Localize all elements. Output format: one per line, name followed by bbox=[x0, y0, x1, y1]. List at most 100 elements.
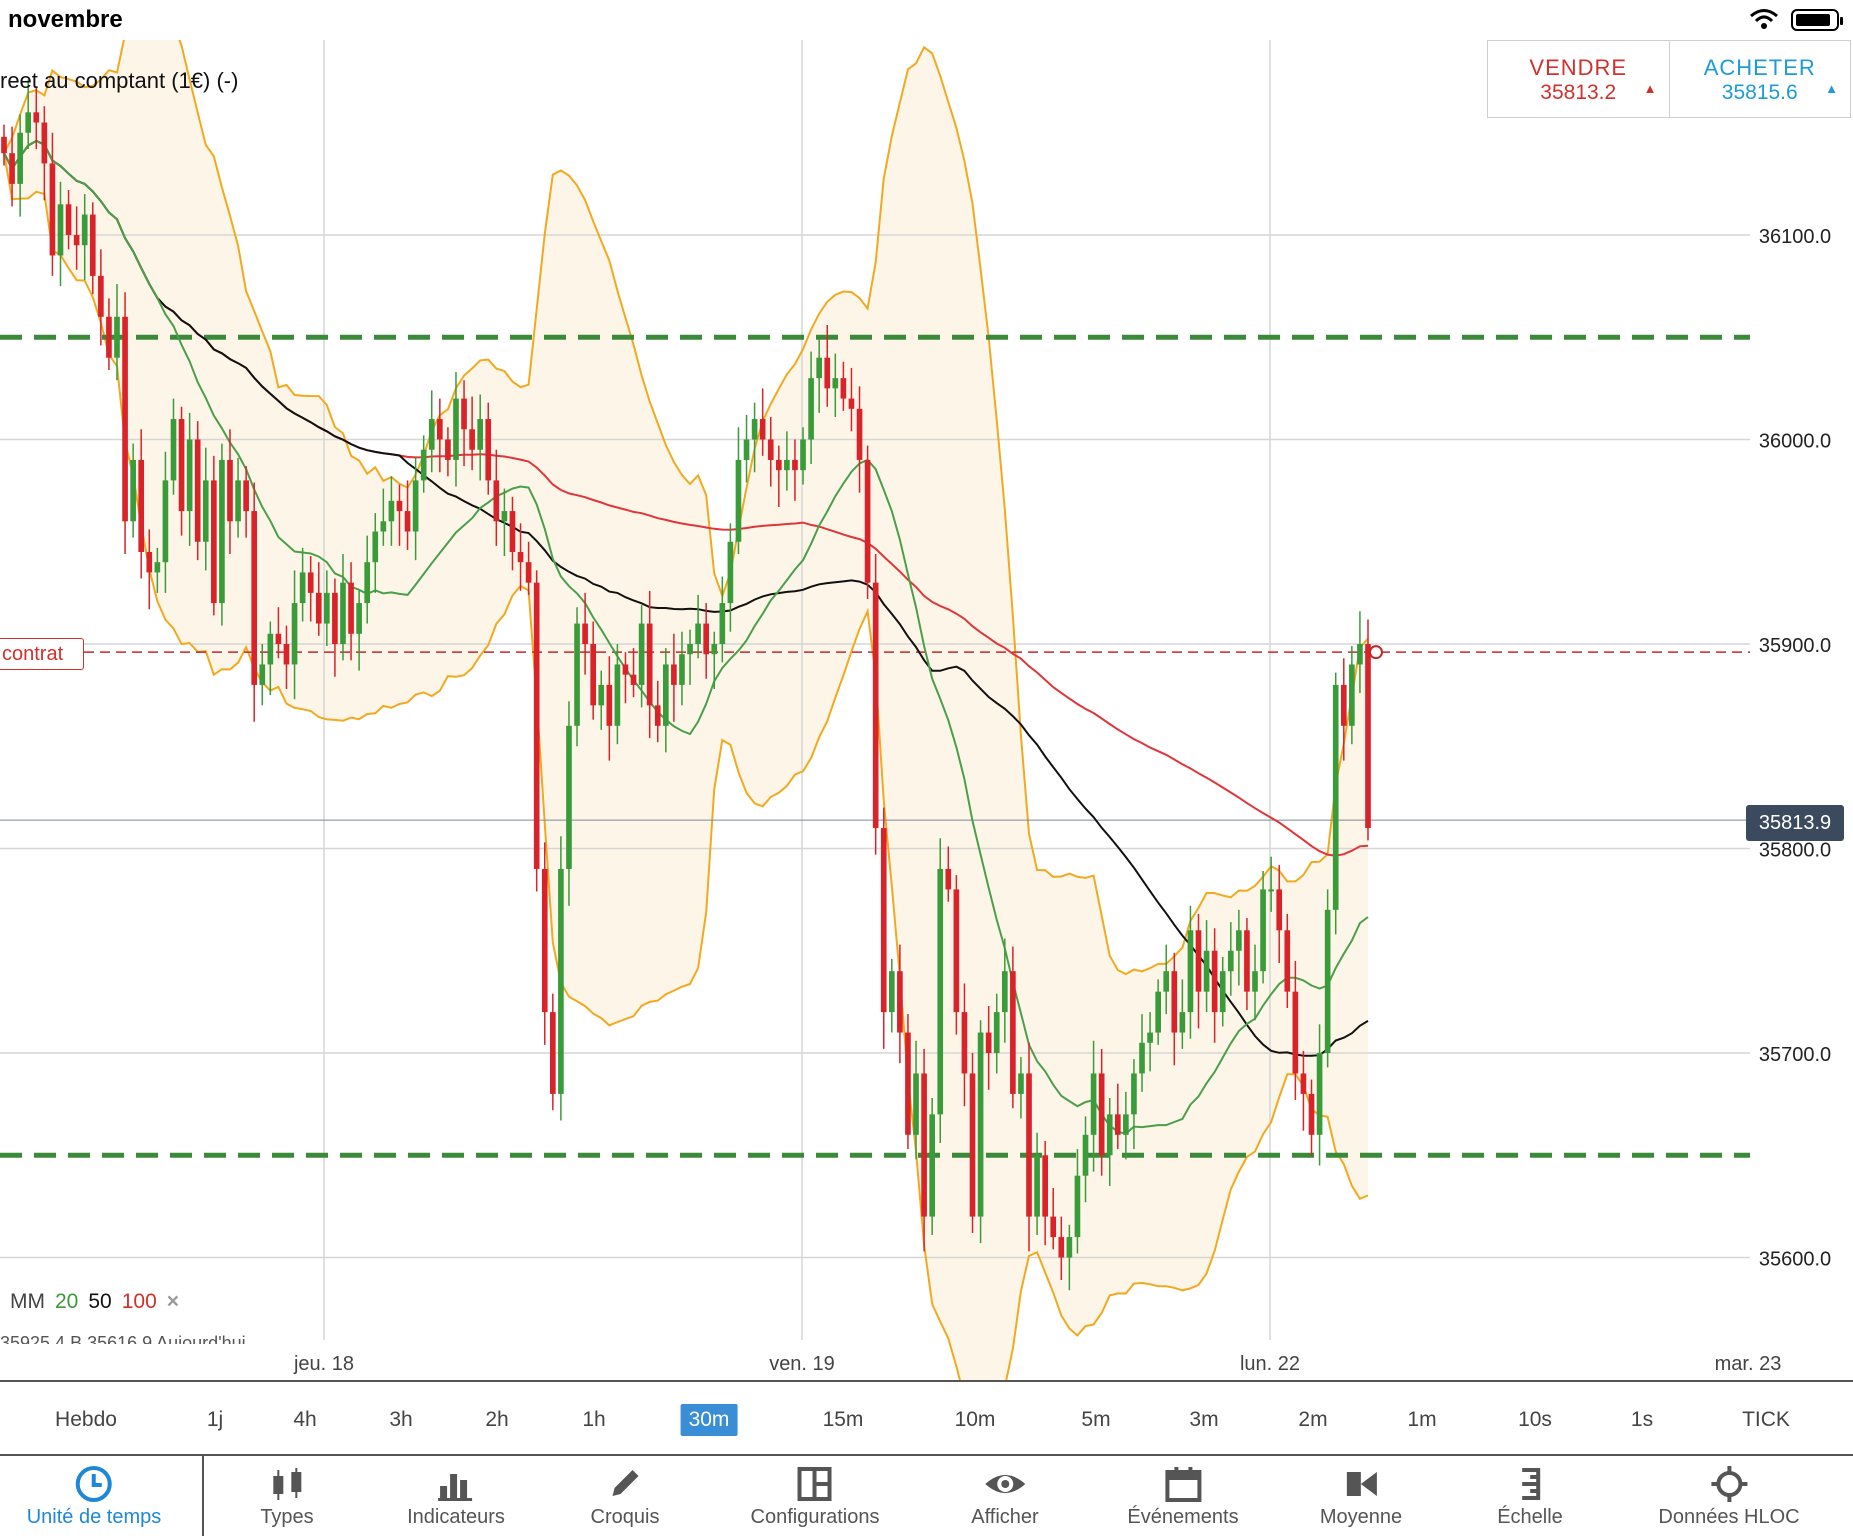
candle-body bbox=[138, 459, 145, 552]
candle-body bbox=[388, 500, 395, 522]
candle-body bbox=[824, 357, 831, 389]
timeframe-hebdo[interactable]: Hebdo bbox=[55, 1408, 117, 1431]
candle-body bbox=[291, 603, 298, 665]
toolbar-label: Indicateurs bbox=[407, 1506, 505, 1528]
candle-body bbox=[1082, 1134, 1089, 1176]
candle-body bbox=[307, 572, 314, 593]
candle-body bbox=[315, 592, 322, 624]
toolbar-pencil-button[interactable]: Croquis bbox=[591, 1456, 659, 1536]
candle-body bbox=[1066, 1237, 1073, 1258]
candle-body bbox=[17, 132, 23, 184]
candle-body bbox=[1123, 1114, 1129, 1135]
candle-body bbox=[283, 644, 290, 665]
toolbar-label: Configurations bbox=[750, 1506, 880, 1528]
y-tick-label: 35800.0 bbox=[1759, 840, 1831, 862]
candle-body bbox=[122, 316, 128, 522]
timeframe-4h[interactable]: 4h bbox=[293, 1408, 317, 1431]
candle-body bbox=[469, 429, 475, 450]
candle-body bbox=[1171, 971, 1178, 1033]
legend-prefix: MM bbox=[10, 1290, 45, 1313]
candle-body bbox=[146, 551, 153, 573]
candle-body bbox=[525, 562, 532, 583]
candle-body bbox=[727, 541, 734, 604]
candle-body bbox=[872, 582, 879, 829]
candle-body bbox=[1276, 889, 1283, 931]
candle-body bbox=[178, 419, 185, 512]
candle-body bbox=[969, 1073, 976, 1217]
candle-body bbox=[130, 459, 136, 522]
candle-body bbox=[1211, 950, 1218, 1013]
timeframe-10m[interactable]: 10m bbox=[954, 1408, 996, 1431]
scale-icon bbox=[1497, 1456, 1563, 1506]
legend-ma20[interactable]: 20 bbox=[55, 1290, 79, 1313]
timeframe-10s[interactable]: 10s bbox=[1518, 1408, 1552, 1431]
bollinger-lower-line bbox=[3, 153, 1369, 1380]
candle-body bbox=[162, 480, 169, 563]
candle-body bbox=[1034, 1155, 1040, 1217]
candle-body bbox=[420, 449, 427, 481]
candle-body bbox=[1131, 1073, 1137, 1115]
timeframe-1s[interactable]: 1s bbox=[1630, 1408, 1654, 1431]
timeframe-3h[interactable]: 3h bbox=[389, 1408, 413, 1431]
candle-body bbox=[888, 971, 895, 1013]
y-tick-label: 35900.0 bbox=[1759, 635, 1831, 657]
timeframe-tick[interactable]: TICK bbox=[1742, 1408, 1790, 1431]
candle-body bbox=[848, 398, 855, 409]
timeframe-1j[interactable]: 1j bbox=[206, 1408, 224, 1431]
toolbar-bar-chart-button[interactable]: Indicateurs bbox=[407, 1456, 505, 1536]
candle-body bbox=[630, 674, 637, 685]
candle-body bbox=[590, 644, 597, 706]
legend-ma50[interactable]: 50 bbox=[88, 1290, 112, 1313]
x-tick-label: mar. 23 bbox=[1715, 1353, 1782, 1375]
sell-arrow-icon: ▲ bbox=[1643, 81, 1657, 96]
price-chart[interactable]: 36100.0 36000.0 35900.0 35800.0 35700.0 35600… bbox=[0, 40, 1853, 1380]
candle-body bbox=[517, 551, 524, 563]
candle-body bbox=[299, 572, 306, 604]
timeframe-1h[interactable]: 1h bbox=[582, 1408, 606, 1431]
toolbar-scale-button[interactable]: Échelle bbox=[1497, 1456, 1563, 1536]
sell-label: VENDRE bbox=[1529, 55, 1628, 80]
bollinger-band-fill bbox=[4, 40, 1368, 1380]
timeframe-1m[interactable]: 1m bbox=[1407, 1408, 1437, 1431]
candle-body bbox=[1010, 971, 1016, 1094]
legend-ma100[interactable]: 100 bbox=[121, 1290, 157, 1313]
legend-close-icon[interactable]: × bbox=[166, 1290, 180, 1313]
candle-body bbox=[33, 112, 40, 123]
sell-button[interactable]: VENDRE 35813.2 ▲ bbox=[1488, 41, 1669, 117]
toolbar-label: Unité de temps bbox=[26, 1506, 162, 1528]
candle-body bbox=[1308, 1093, 1315, 1135]
toolbar-layout-button[interactable]: Configurations bbox=[750, 1456, 880, 1536]
toolbar-eye-button[interactable]: Afficher bbox=[971, 1456, 1039, 1536]
timeframe-2m[interactable]: 2m bbox=[1298, 1408, 1328, 1431]
candle-body bbox=[1195, 930, 1202, 992]
toolbar-average-button[interactable]: Moyenne bbox=[1320, 1456, 1402, 1536]
candle-body bbox=[461, 398, 467, 430]
timeframe-2h[interactable]: 2h bbox=[485, 1408, 509, 1431]
y-tick-label: 36100.0 bbox=[1759, 226, 1831, 248]
layout-icon bbox=[751, 1456, 880, 1506]
candle-body bbox=[493, 480, 500, 522]
contract-tag[interactable]: contrat bbox=[0, 638, 84, 670]
chart-canvas[interactable]: 36100.0 36000.0 35900.0 35800.0 35700.0 35600… bbox=[0, 40, 1853, 1380]
timeframe-3m[interactable]: 3m bbox=[1189, 1408, 1219, 1431]
timeframe-5m[interactable]: 5m bbox=[1081, 1408, 1111, 1431]
timeframe-15m[interactable]: 15m bbox=[822, 1408, 864, 1431]
candle-body bbox=[1163, 971, 1170, 992]
buy-button[interactable]: ACHETER 35815.6 ▲ bbox=[1668, 41, 1851, 117]
candle-body bbox=[1001, 971, 1008, 1013]
timeframe-30m[interactable]: 30m bbox=[680, 1404, 738, 1436]
toolbar-candlestick-button[interactable]: Types bbox=[260, 1456, 314, 1536]
candle-body bbox=[251, 511, 258, 685]
toolbar-crosshair-button[interactable]: Données HLOC bbox=[1658, 1456, 1800, 1536]
toolbar-calendar-button[interactable]: Événements bbox=[1127, 1456, 1239, 1536]
candle-body bbox=[566, 725, 572, 869]
candle-body bbox=[348, 582, 354, 634]
candle-body bbox=[1260, 889, 1266, 972]
candle-body bbox=[227, 459, 233, 522]
current-price-tag: 35813.9 bbox=[1746, 805, 1844, 841]
x-tick-label: jeu. 18 bbox=[293, 1353, 354, 1375]
candle-body bbox=[25, 112, 32, 133]
toolbar-clock-button[interactable]: Unité de temps bbox=[26, 1456, 162, 1536]
candle-body bbox=[905, 1032, 911, 1135]
candle-body bbox=[1187, 930, 1194, 1013]
